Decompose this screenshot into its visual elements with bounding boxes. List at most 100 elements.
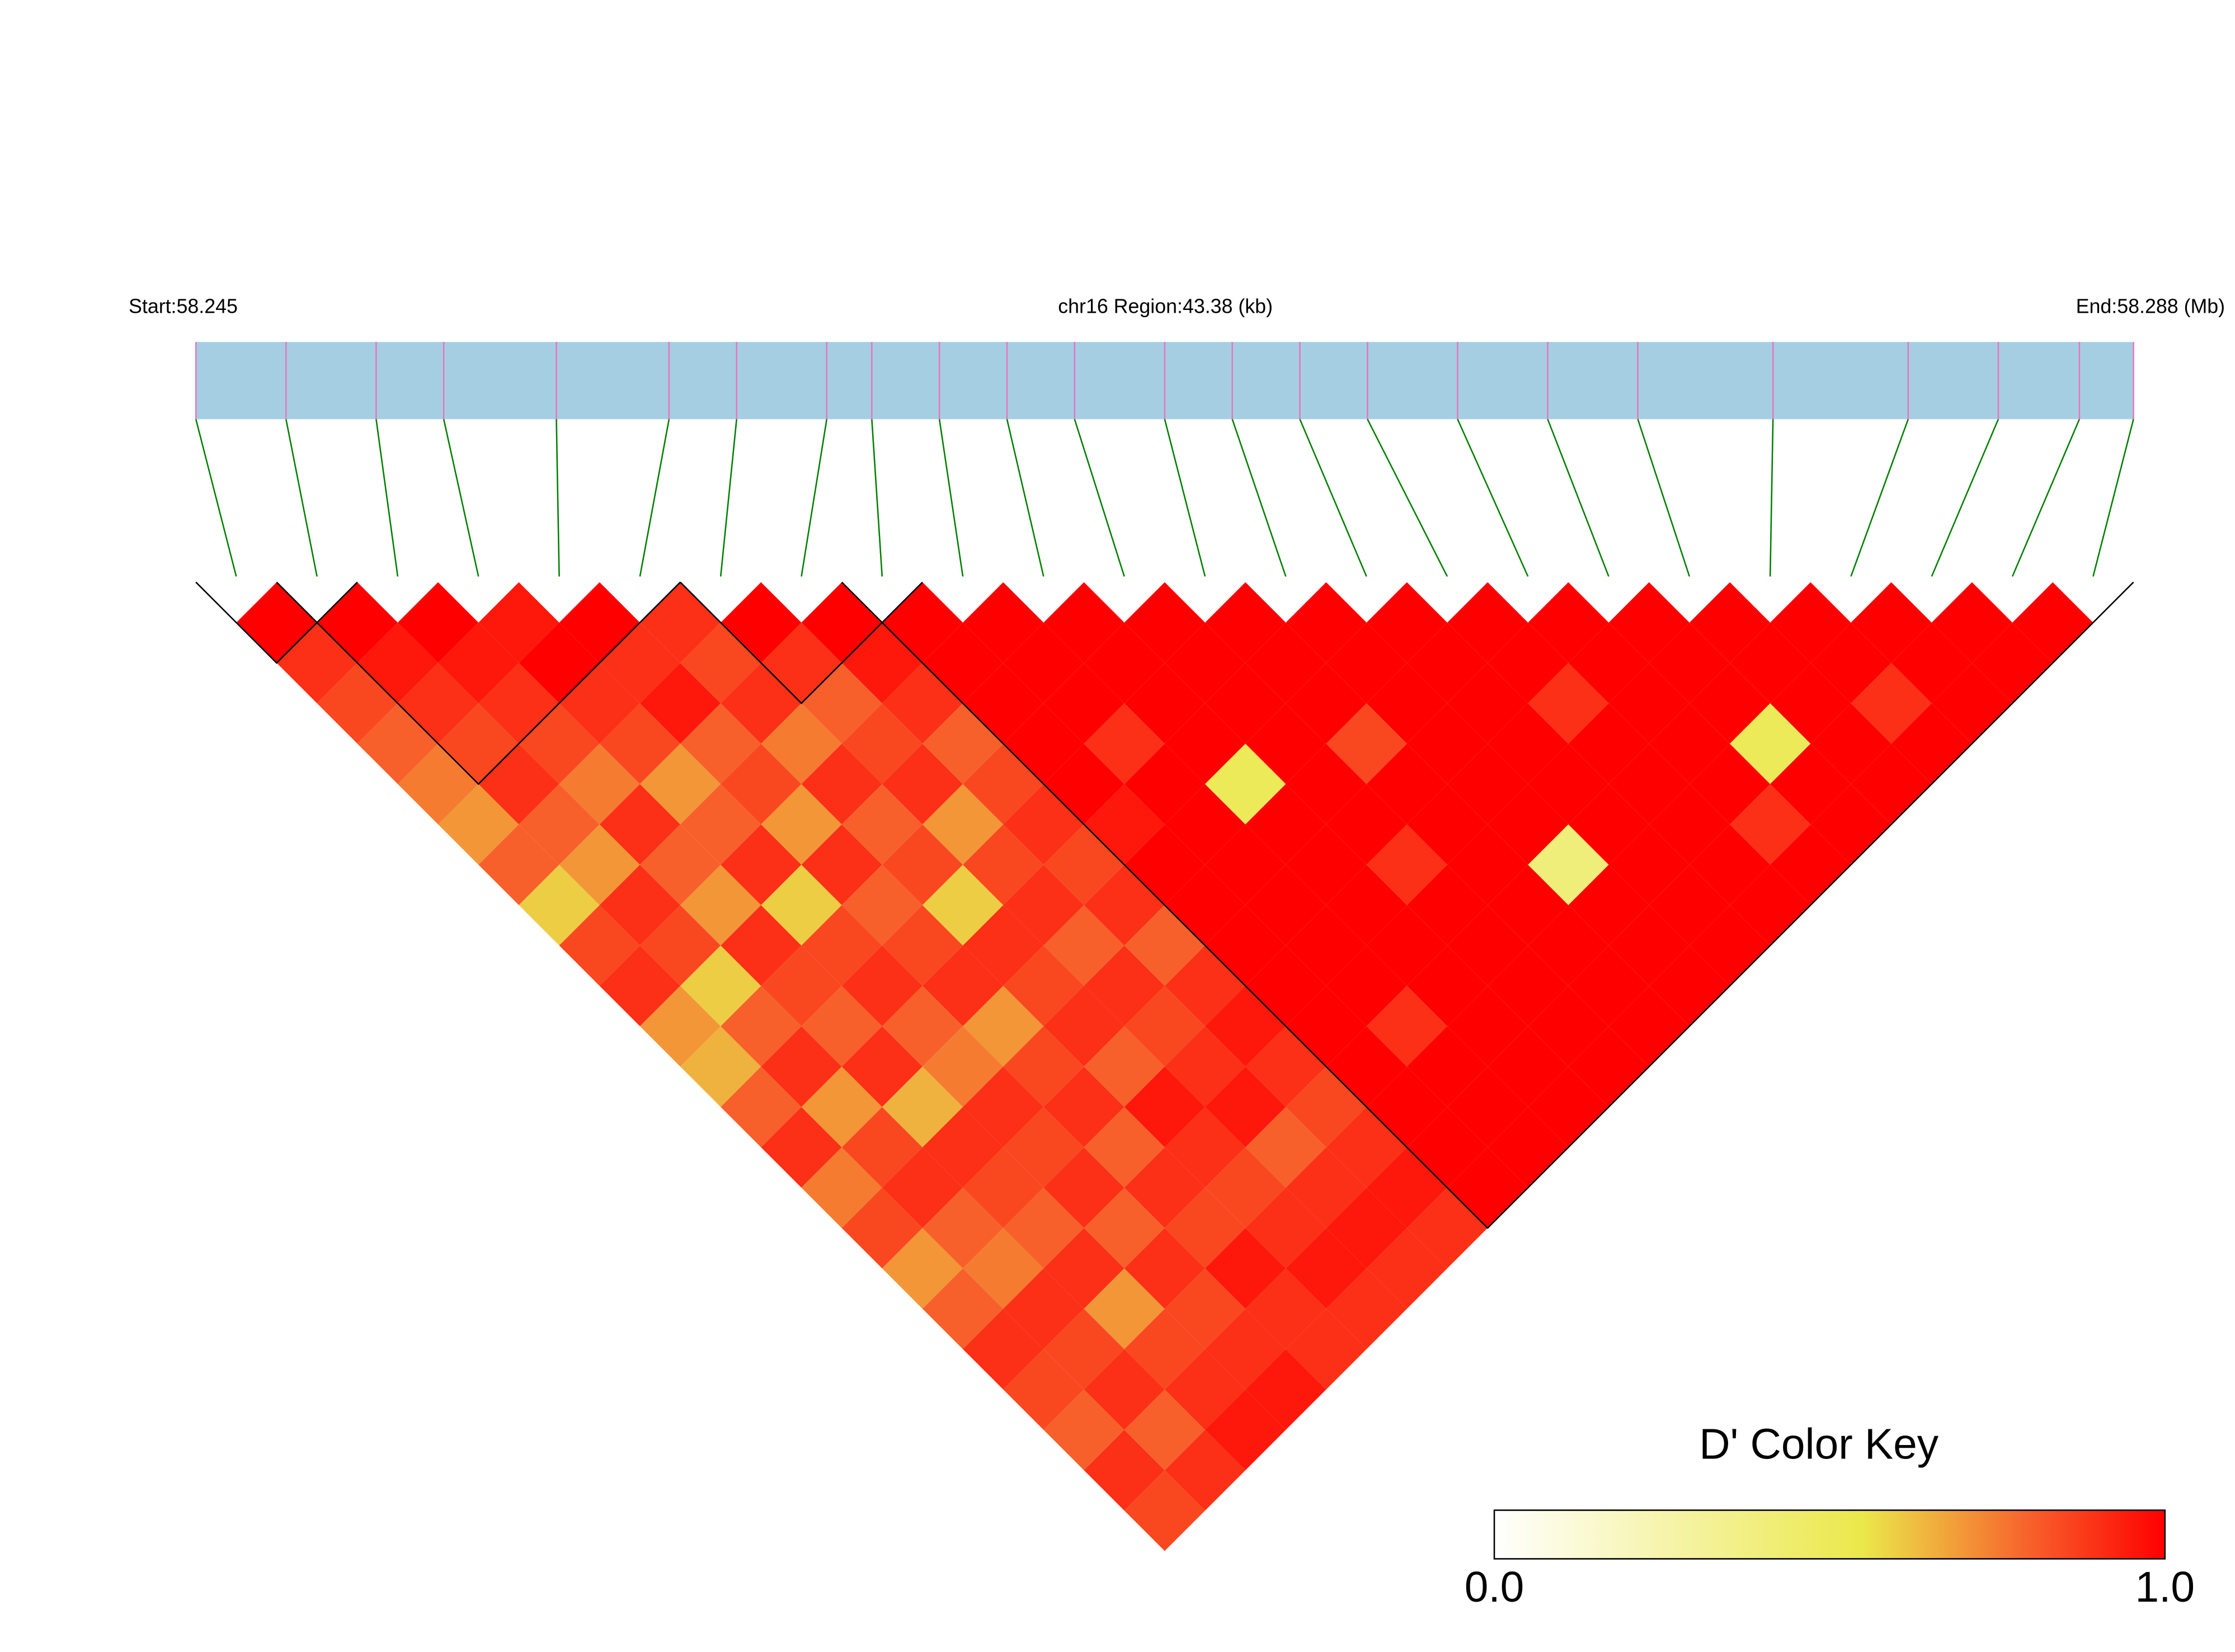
snp-marker	[1891, 576, 1972, 582]
ld-cell	[1164, 622, 1246, 704]
ld-cell	[1326, 1188, 1407, 1269]
snp-marker	[1245, 576, 1326, 582]
ld-cell	[1729, 784, 1811, 865]
ld-cell	[559, 743, 640, 825]
ld-cell	[1043, 1147, 1124, 1229]
ld-cell	[1003, 622, 1084, 704]
ld-cell	[882, 743, 963, 825]
ld-cell	[721, 1066, 802, 1147]
ld-cell	[1124, 1389, 1206, 1471]
snp-marker	[680, 576, 761, 582]
ld-cell	[963, 824, 1044, 905]
ld-cell	[963, 1066, 1044, 1147]
ld-cell	[841, 945, 923, 1027]
ld-cell	[963, 986, 1044, 1067]
ld-cell	[721, 824, 802, 905]
ld-cell	[519, 784, 600, 865]
ld-cell	[1043, 743, 1124, 825]
ld-cell	[922, 1268, 1004, 1349]
ld-cell	[1528, 743, 1609, 825]
ld-cell	[1286, 582, 1367, 663]
ld-cell	[761, 864, 842, 946]
snp-connector	[801, 419, 828, 577]
ld-cell	[963, 1309, 1044, 1390]
ld-cell	[1568, 945, 1649, 1027]
snp-connector	[1231, 418, 1287, 577]
ld-cell	[599, 622, 681, 704]
ld-cell	[1286, 1228, 1367, 1309]
ld-block	[195, 581, 358, 664]
ld-cell	[1447, 1066, 1528, 1147]
ld-cell	[1084, 784, 1165, 865]
colorbar-tick-label: 1.0	[2135, 1564, 2195, 1611]
ld-cell	[1649, 864, 1730, 946]
ld-cell	[1205, 1147, 1286, 1229]
ld-cell	[1608, 905, 1690, 986]
snp-connector	[1637, 418, 1691, 577]
ld-cell	[397, 582, 479, 663]
ld-cell	[721, 663, 802, 744]
ld-cell	[1164, 703, 1246, 784]
ld-cell	[357, 703, 439, 784]
ld-cell	[882, 986, 963, 1067]
ld-cell	[1326, 1268, 1407, 1349]
ld-cell	[1406, 864, 1488, 946]
snp-marker	[196, 576, 277, 582]
snp-marker	[357, 576, 439, 582]
snp-connector	[1931, 418, 1999, 577]
ld-cell	[1286, 1309, 1367, 1390]
ld-cell	[1528, 582, 1609, 663]
snp-marker	[1326, 576, 1407, 582]
ld-cell	[1689, 824, 1771, 905]
snp-marker	[1488, 576, 1569, 582]
ld-cell	[1084, 1268, 1165, 1349]
ld-cell	[721, 743, 802, 825]
ld-cell	[1810, 703, 1891, 784]
ld-cell	[1568, 703, 1649, 784]
ld-cell	[519, 703, 600, 784]
ld-cell	[639, 824, 721, 905]
snp-connector	[1850, 418, 1909, 577]
ld-cell	[1851, 663, 1932, 744]
ld-cell	[680, 1026, 761, 1107]
snp-marker	[599, 576, 681, 582]
ld-cell	[1164, 784, 1246, 865]
ld-cell	[680, 784, 761, 865]
ld-cell	[1084, 622, 1165, 704]
ld-cell	[519, 864, 600, 946]
ld-cell	[1528, 905, 1609, 986]
ld-cell	[1770, 582, 1851, 663]
snp-connector	[1769, 419, 1774, 577]
ld-cell	[1245, 864, 1326, 946]
ld-cell	[1608, 582, 1690, 663]
ld-cell	[963, 743, 1044, 825]
start-label: Start:58.245	[129, 295, 238, 317]
ld-cell	[1205, 1066, 1286, 1147]
ld-cell	[680, 945, 761, 1027]
snp-marker	[922, 576, 1004, 582]
ld-cell	[1608, 986, 1690, 1067]
colorbar	[1493, 1509, 2166, 1560]
ld-block	[276, 581, 681, 785]
snp-marker	[1810, 576, 1891, 582]
ld-cell	[1205, 663, 1286, 744]
ld-cell	[1003, 1188, 1084, 1269]
snp-marker	[1084, 576, 1165, 582]
ld-cell	[1286, 905, 1367, 986]
ld-cell	[2012, 582, 2093, 663]
ld-cell	[1245, 1107, 1326, 1188]
ld-cell	[1043, 905, 1124, 986]
ld-cell	[1770, 743, 1851, 825]
ld-cell	[1043, 1389, 1124, 1471]
ld-cell	[1971, 622, 2053, 704]
ld-cell	[1043, 824, 1124, 905]
ld-cell	[761, 703, 842, 784]
ld-cell	[1729, 622, 1811, 704]
ld-cell	[1770, 663, 1851, 744]
ld-cell	[1528, 663, 1609, 744]
ld-cell	[1366, 986, 1447, 1067]
snp-connector	[1164, 419, 1206, 577]
ld-cell	[882, 1066, 963, 1147]
ld-cell	[963, 582, 1044, 663]
